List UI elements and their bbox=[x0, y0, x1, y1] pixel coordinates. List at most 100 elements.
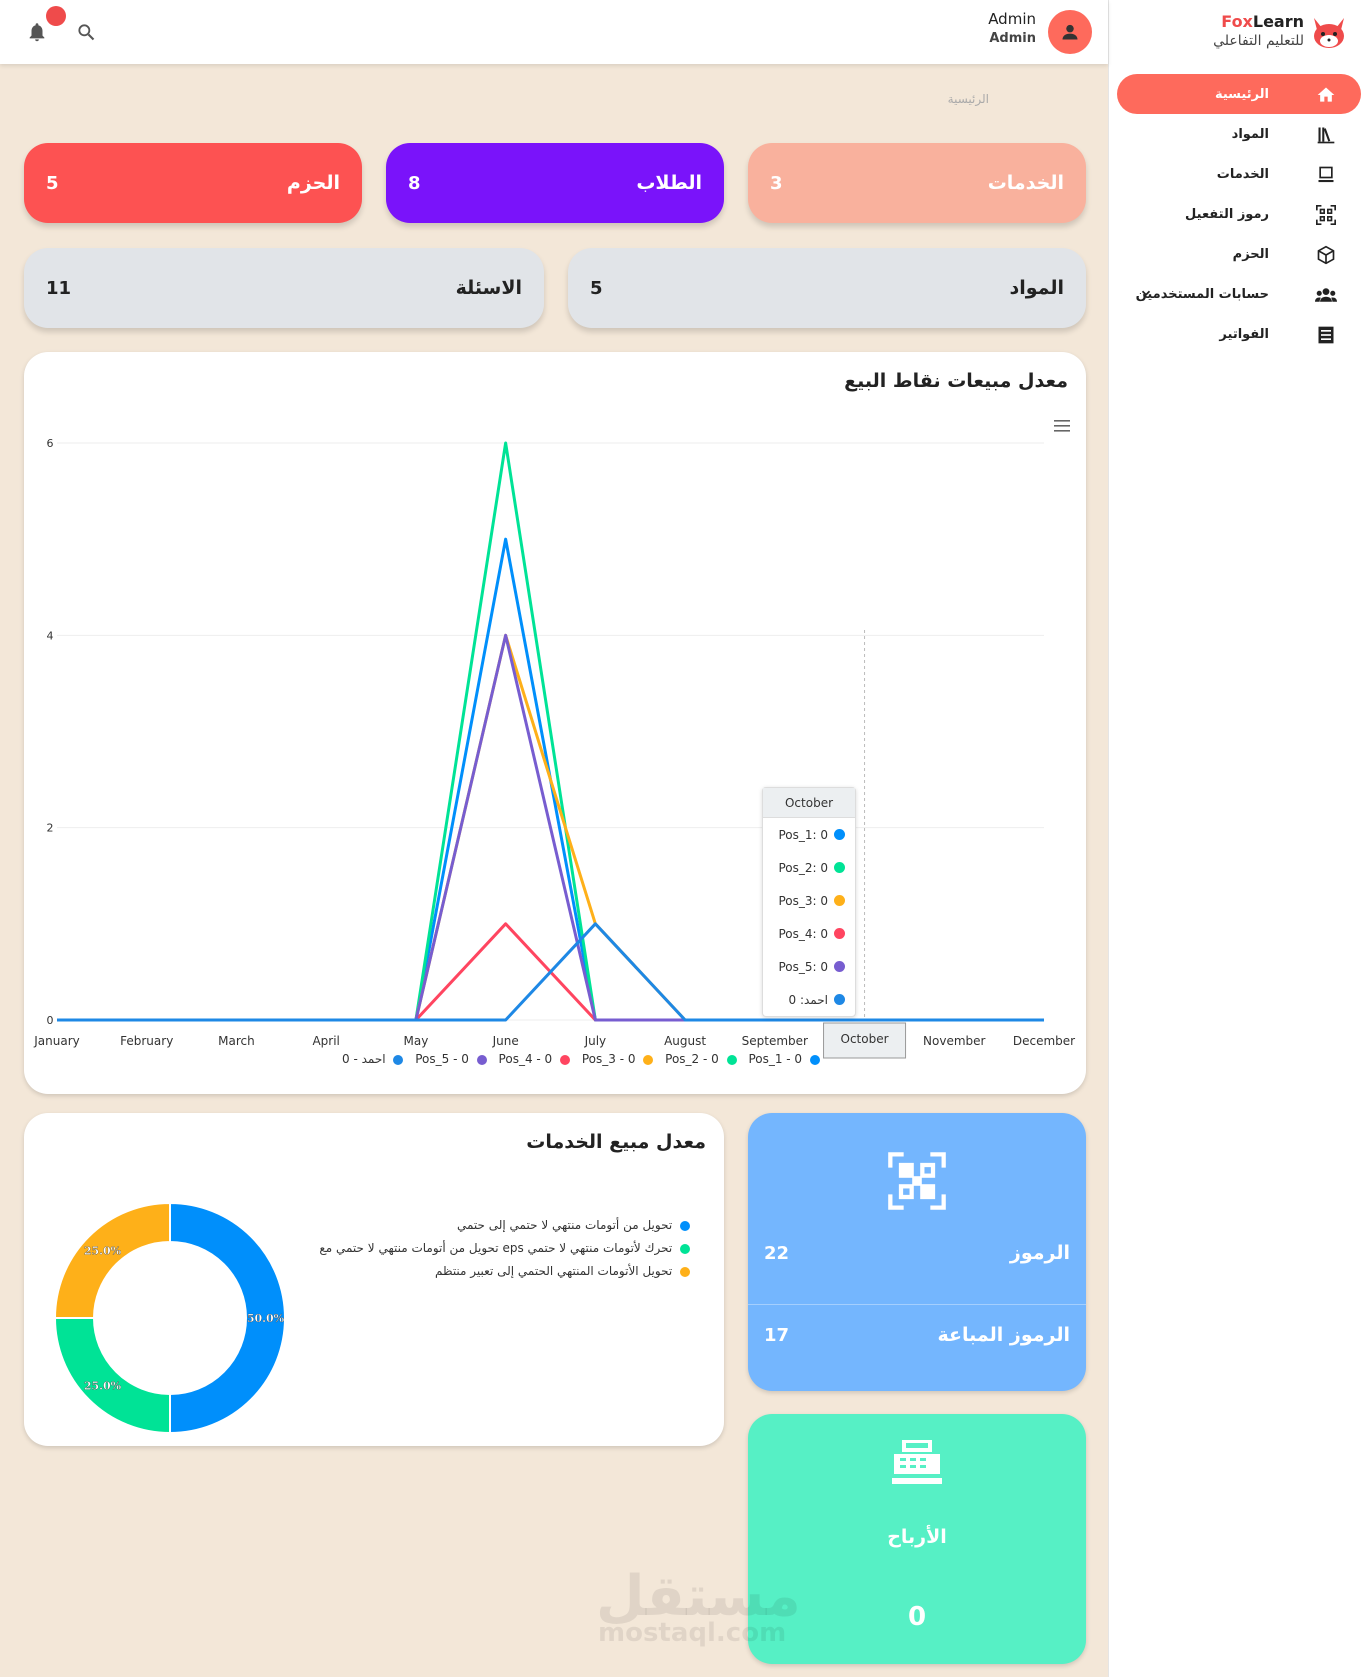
library-icon bbox=[1315, 124, 1337, 146]
stat-card-questions[interactable]: الاسئلة 11 bbox=[24, 248, 544, 328]
y-tick-label: 4 bbox=[47, 629, 54, 642]
x-tick-label: May bbox=[404, 1034, 429, 1048]
legend-item[interactable]: Pos_5 - 0 bbox=[415, 1052, 487, 1066]
donut-data-label: 25.0% bbox=[84, 1244, 122, 1257]
tooltip-row: Pos_1: 0 bbox=[763, 818, 855, 851]
stat-label: الطلاب bbox=[636, 172, 702, 194]
sold-codes-label: الرموز المباعة bbox=[937, 1324, 1070, 1346]
codes-label: الرموز bbox=[1009, 1242, 1070, 1264]
stat-card-services[interactable]: الخدمات 3 bbox=[748, 143, 1086, 223]
x-tick-label: January bbox=[33, 1034, 80, 1048]
stat-card-students[interactable]: الطلاب 8 bbox=[386, 143, 724, 223]
donut-data-label: 50.0% bbox=[247, 1312, 285, 1325]
sales-chart-panel: معدل مبيعات نقاط البيع bbox=[24, 352, 1086, 1094]
profit-card[interactable]: الأرباح 0 bbox=[748, 1414, 1086, 1664]
donut-legend-item[interactable]: تحويل من أتومات منتهي لا حتمي مع eps تحر… bbox=[319, 1241, 690, 1255]
sidebar-item-label: الخدمات bbox=[1216, 166, 1269, 182]
chevron-down-icon bbox=[1139, 286, 1153, 304]
stat-value: 5 bbox=[46, 172, 59, 194]
sidebar-item-activation-codes[interactable]: رموز التفعيل bbox=[1117, 194, 1361, 234]
stat-card-packages[interactable]: الحزم 5 bbox=[24, 143, 362, 223]
series-line-Pos_2 bbox=[57, 441, 1044, 1022]
donut-slice bbox=[169, 1201, 286, 1435]
search-icon[interactable] bbox=[76, 22, 96, 46]
x-tick-label: July bbox=[584, 1034, 607, 1048]
sidebar-item-label: رموز التفعيل bbox=[1185, 206, 1269, 222]
codes-card[interactable]: الرموز 22 الرموز المباعة 17 bbox=[748, 1113, 1086, 1391]
x-tick-label: December bbox=[1013, 1034, 1075, 1048]
tooltip-row: Pos_2: 0 bbox=[763, 851, 855, 884]
tooltip-row: Pos_4: 0 bbox=[763, 917, 855, 950]
user-name: Admin bbox=[988, 10, 1036, 28]
stat-value: 3 bbox=[770, 172, 783, 194]
series-line-احمد bbox=[57, 922, 1044, 1022]
donut-legend-item[interactable]: تحويل من أتومات منتهي لا حتمي إلى حتمي bbox=[457, 1218, 690, 1232]
tooltip-row: Pos_5: 0 bbox=[763, 950, 855, 983]
legend-item[interactable]: Pos_1 - 0 bbox=[748, 1052, 820, 1066]
legend-item[interactable]: Pos_3 - 0 bbox=[582, 1052, 654, 1066]
legend-item[interactable]: احمد - 0 bbox=[342, 1052, 404, 1066]
brand-subtitle: للتعليم التفاعلي bbox=[1213, 33, 1304, 49]
sidebar-item-label: الحزم bbox=[1232, 246, 1269, 262]
x-tick-label: August bbox=[664, 1034, 706, 1048]
fox-logo-icon bbox=[1308, 12, 1350, 54]
sidebar-item-subjects[interactable]: المواد bbox=[1117, 114, 1361, 154]
sidebar-item-label: حسابات المستخدمين bbox=[1135, 286, 1269, 302]
watermark-text: مستقل bbox=[596, 1564, 801, 1629]
tooltip-row: Pos_3: 0 bbox=[763, 884, 855, 917]
x-tick-label: March bbox=[218, 1034, 255, 1048]
sidebar-item-label: المواد bbox=[1231, 126, 1269, 142]
profit-label: الأرباح bbox=[887, 1526, 947, 1548]
sales-chart-title: معدل مبيعات نقاط البيع bbox=[844, 370, 1068, 392]
donut-data-label: 25.0% bbox=[84, 1380, 122, 1393]
codes-row: الرموز 22 bbox=[748, 1213, 1086, 1293]
person-icon bbox=[1062, 24, 1078, 40]
sales-line-chart: 0 2 4 6 January February March April May June July… bbox=[33, 437, 1075, 1059]
sidebar-item-label: الفواتير bbox=[1219, 326, 1269, 342]
legend-item[interactable]: Pos_4 - 0 bbox=[499, 1052, 571, 1066]
stat-value: 5 bbox=[590, 277, 603, 299]
brand[interactable]: FoxLearn للتعليم التفاعلي bbox=[1109, 8, 1363, 64]
sales-chart-legend: احمد - 0 Pos_5 - 0 Pos_4 - 0 Pos_3 - 0 P… bbox=[342, 1052, 820, 1066]
x-tick-label: October bbox=[841, 1032, 889, 1046]
y-tick-label: 0 bbox=[47, 1014, 54, 1027]
sidebar-item-services[interactable]: الخدمات bbox=[1117, 154, 1361, 194]
qr-code-icon bbox=[885, 1149, 949, 1217]
user-info[interactable]: Admin Admin bbox=[988, 10, 1036, 46]
donut-slice bbox=[53, 1317, 171, 1435]
donut-legend-item[interactable]: تحويل الأتومات المنتهي الحتمي إلى تعبير … bbox=[435, 1264, 690, 1278]
invoice-icon bbox=[1315, 324, 1337, 346]
donut-slice bbox=[53, 1201, 171, 1319]
stat-value: 11 bbox=[46, 277, 72, 299]
stat-value: 8 bbox=[408, 172, 421, 194]
chart-menu-icon[interactable] bbox=[1054, 418, 1072, 437]
x-tick-label: February bbox=[120, 1034, 173, 1048]
users-icon bbox=[1315, 284, 1337, 306]
x-tick-label: June bbox=[492, 1034, 519, 1048]
x-tick-label: April bbox=[312, 1034, 339, 1048]
sidebar-item-user-accounts[interactable]: حسابات المستخدمين bbox=[1117, 274, 1361, 314]
sidebar-item-home[interactable]: الرئيسية bbox=[1117, 74, 1361, 114]
stat-card-subjects[interactable]: المواد 5 bbox=[568, 248, 1086, 328]
qr-icon bbox=[1315, 204, 1337, 226]
y-tick-label: 2 bbox=[47, 822, 54, 835]
laptop-icon bbox=[1315, 164, 1337, 186]
sidebar-item-invoices[interactable]: الفواتير bbox=[1117, 314, 1361, 354]
cash-register-icon bbox=[890, 1438, 944, 1490]
stat-label: الاسئلة bbox=[455, 277, 522, 299]
breadcrumb[interactable]: الرئيسية bbox=[947, 92, 989, 106]
avatar[interactable] bbox=[1048, 10, 1092, 54]
sidebar-menu: الرئيسية المواد الخدمات رموز التفعيل الح… bbox=[1117, 74, 1361, 354]
topbar: Admin Admin bbox=[0, 0, 1108, 64]
codes-value: 22 bbox=[764, 1242, 790, 1264]
chart-tooltip: October Pos_1: 0 Pos_2: 0 Pos_3: 0 Pos_4… bbox=[762, 787, 856, 1017]
user-role: Admin bbox=[989, 31, 1036, 46]
sidebar-item-packages[interactable]: الحزم bbox=[1117, 234, 1361, 274]
watermark-domain: mostaql.com bbox=[598, 1618, 787, 1648]
bell-icon[interactable] bbox=[26, 20, 48, 48]
divider bbox=[748, 1304, 1086, 1305]
home-icon bbox=[1315, 84, 1337, 106]
package-icon bbox=[1315, 244, 1337, 266]
stat-label: الحزم bbox=[286, 172, 340, 194]
legend-item[interactable]: Pos_2 - 0 bbox=[665, 1052, 737, 1066]
